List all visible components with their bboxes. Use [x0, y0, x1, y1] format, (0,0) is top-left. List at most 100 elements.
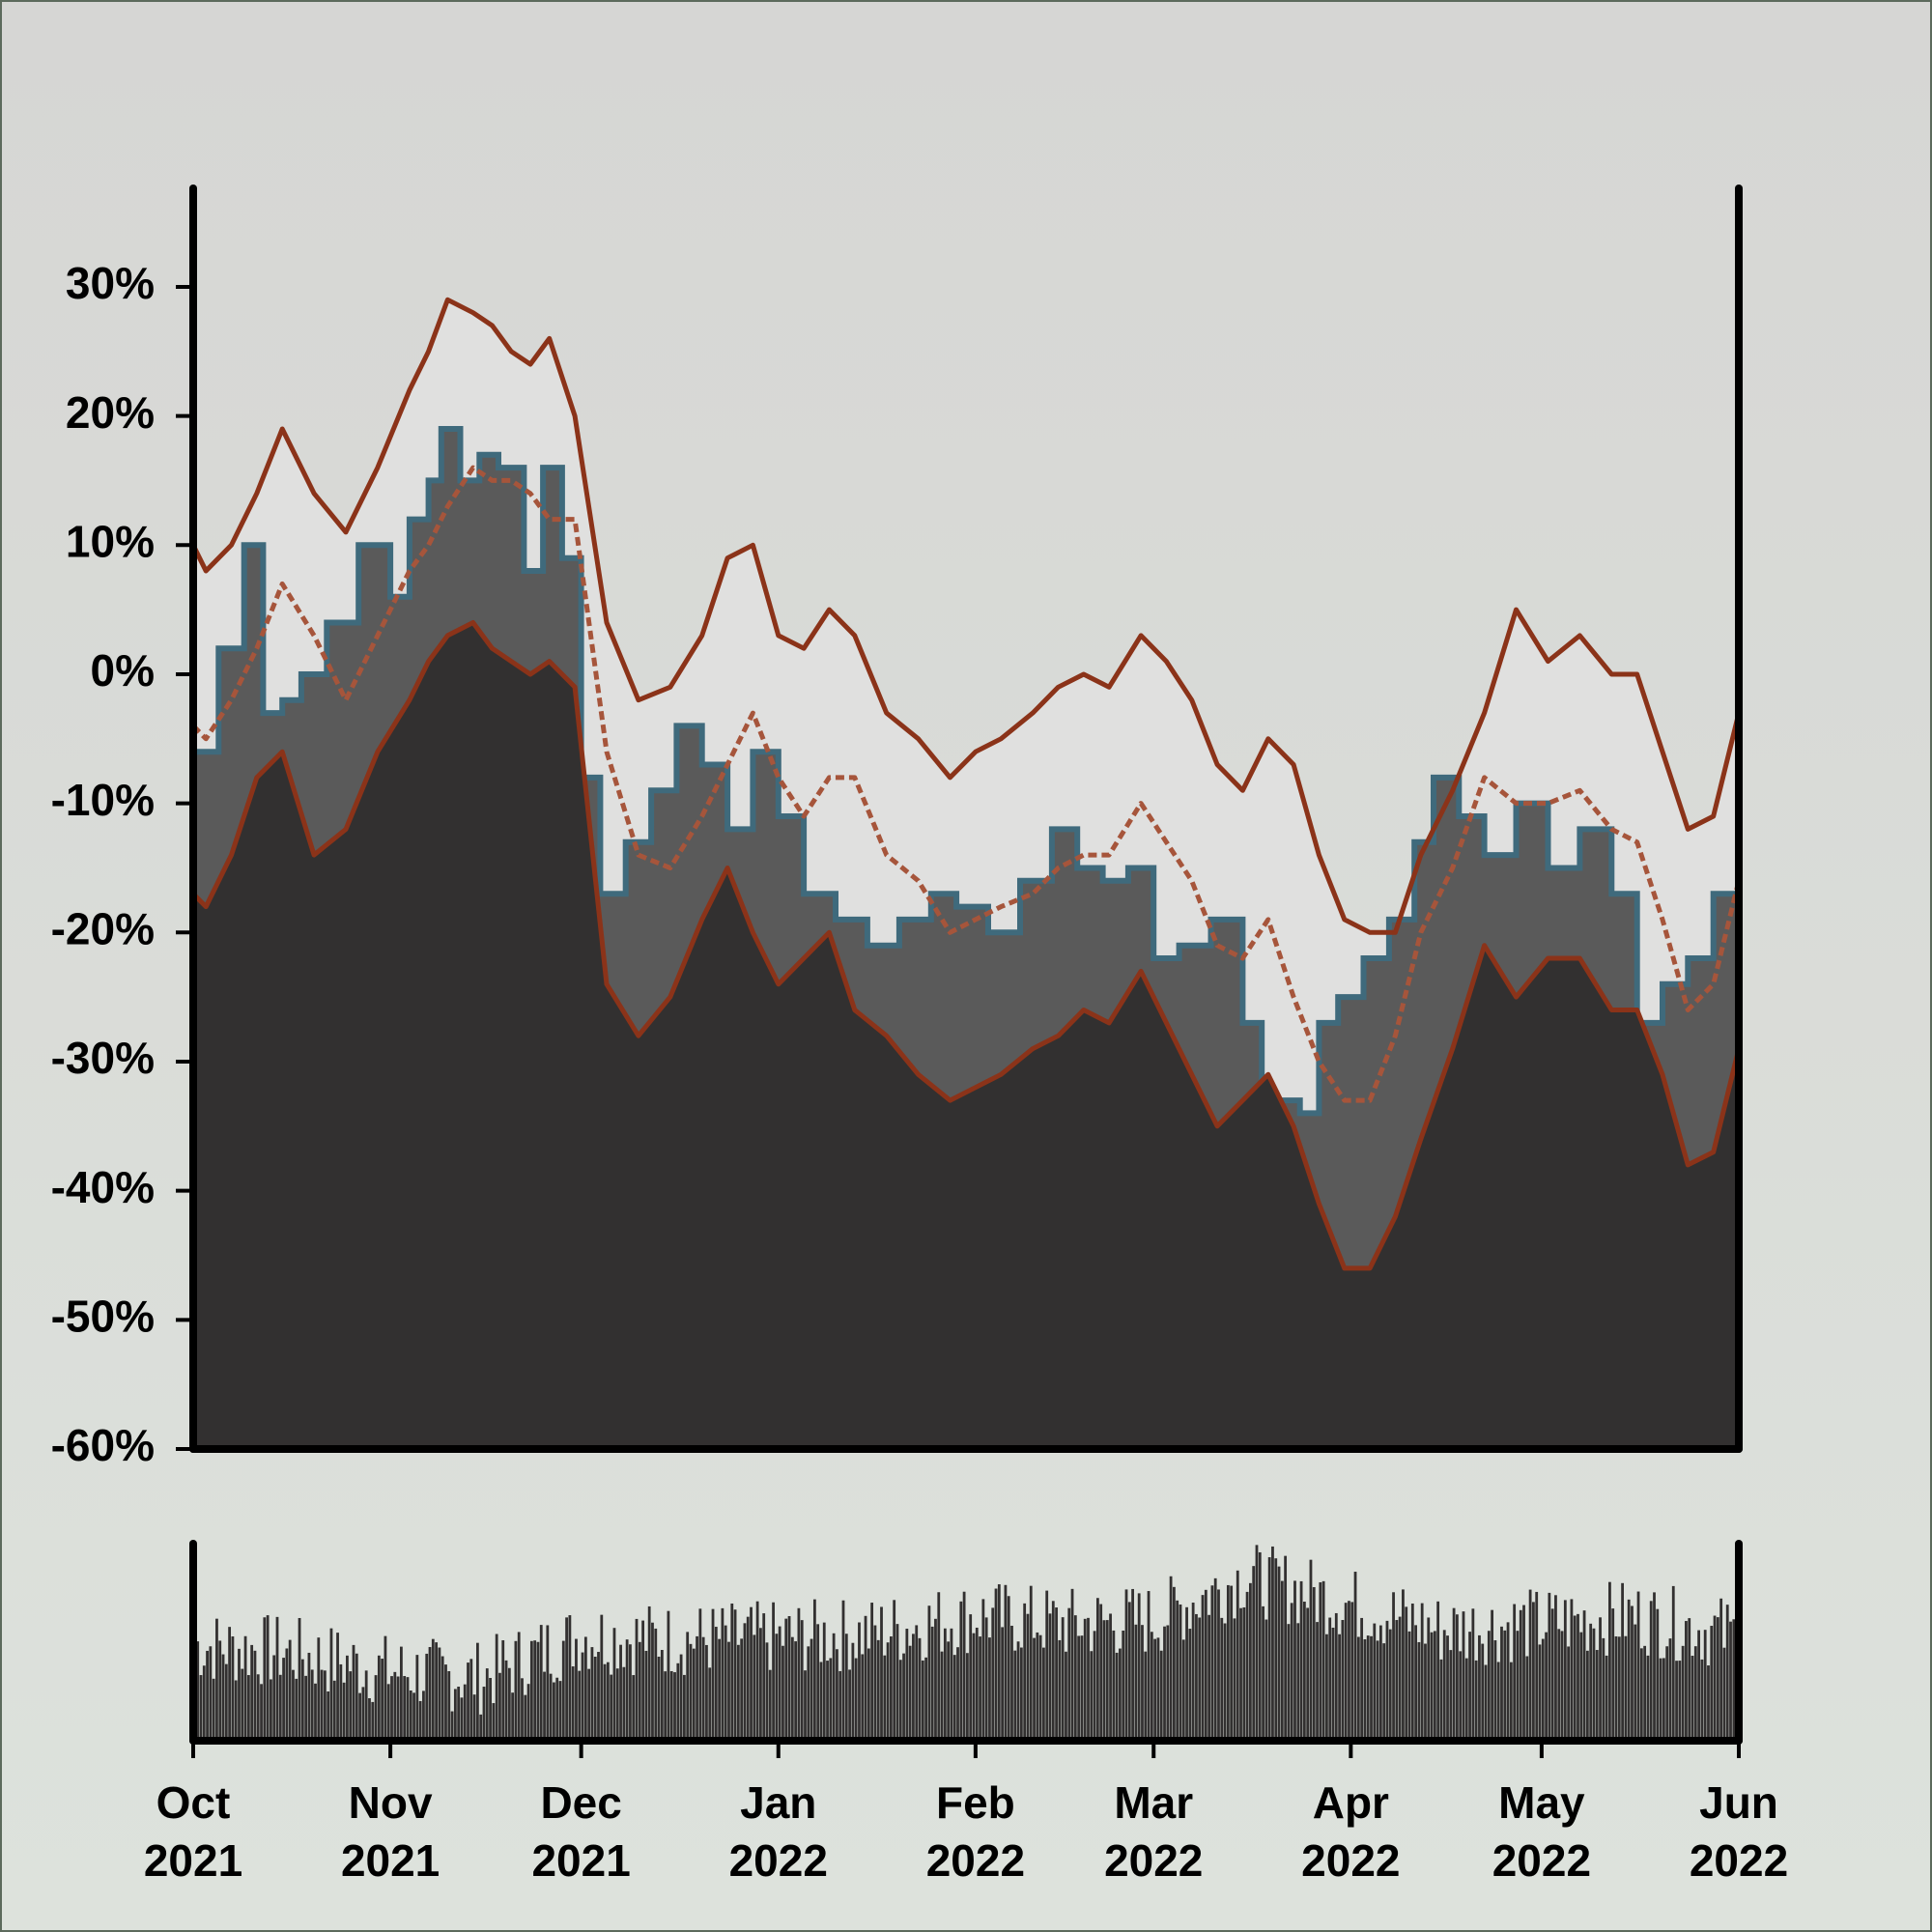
- volume-bar: [1634, 1624, 1637, 1739]
- volume-bar: [755, 1601, 759, 1739]
- volume-bar: [947, 1641, 951, 1739]
- volume-bar: [743, 1623, 747, 1739]
- volume-bar: [721, 1607, 724, 1739]
- volume-bar: [981, 1599, 985, 1739]
- volume-bar: [501, 1640, 505, 1739]
- volume-bar: [889, 1636, 893, 1739]
- volume-bar: [218, 1640, 222, 1739]
- volume-bar: [1675, 1661, 1678, 1739]
- volume-bar: [908, 1645, 912, 1739]
- volume-bar: [231, 1636, 235, 1739]
- upper-band-line: [193, 297, 1739, 935]
- price-band-plot: [193, 297, 1739, 1449]
- volume-bar: [638, 1641, 641, 1739]
- volume-bar: [238, 1648, 241, 1739]
- volume-bar: [1013, 1650, 1017, 1739]
- volume-bar: [558, 1681, 562, 1739]
- volume-bar: [1131, 1588, 1134, 1739]
- volume-bar: [1042, 1647, 1045, 1739]
- volume-bar: [1102, 1620, 1106, 1739]
- volume-bar: [511, 1692, 515, 1739]
- volume-bar: [1398, 1616, 1402, 1739]
- volume-bar: [1456, 1614, 1459, 1739]
- volume-bar: [386, 1684, 390, 1739]
- volume-bar: [883, 1655, 887, 1739]
- volume-bar: [784, 1618, 788, 1739]
- volume-bar: [435, 1642, 439, 1739]
- volume-bar: [1697, 1630, 1700, 1739]
- volume-bar: [905, 1629, 909, 1739]
- volume-bar: [1693, 1646, 1697, 1739]
- volume-bar: [854, 1658, 858, 1739]
- volume-bar: [587, 1668, 591, 1739]
- volume-bar: [228, 1627, 232, 1739]
- volume-bar: [959, 1601, 963, 1739]
- volume-bar: [597, 1652, 600, 1739]
- volume-bar: [1577, 1613, 1579, 1739]
- volume-bar: [1420, 1603, 1424, 1739]
- volume-bar: [1464, 1658, 1468, 1739]
- volume-bar: [625, 1639, 629, 1739]
- volume-bar: [1395, 1620, 1399, 1739]
- volume-bar: [243, 1635, 247, 1739]
- volume-bar: [1001, 1627, 1005, 1739]
- volume-bar: [1090, 1651, 1094, 1739]
- y-tick-label: -10%: [51, 775, 155, 825]
- volume-bar: [467, 1662, 469, 1739]
- volume-bar: [927, 1605, 931, 1739]
- volume-bar: [342, 1682, 346, 1739]
- volume-bar: [1302, 1602, 1306, 1739]
- volume-bar: [746, 1616, 750, 1739]
- volume-bar: [1258, 1551, 1262, 1739]
- volume-bar: [1210, 1585, 1214, 1739]
- volume-bar: [647, 1605, 651, 1739]
- volume-bar: [1722, 1647, 1726, 1739]
- volume-bar: [1338, 1634, 1341, 1739]
- volume-bar: [266, 1615, 270, 1739]
- volume-bar: [561, 1640, 565, 1739]
- volume-bar: [1639, 1648, 1643, 1739]
- volume-bar: [979, 1636, 981, 1739]
- volume-bar: [1226, 1584, 1230, 1739]
- volume-bar: [1319, 1582, 1322, 1739]
- volume-bar: [349, 1671, 353, 1739]
- volume-bar: [368, 1698, 371, 1739]
- volume-bar: [1538, 1644, 1542, 1739]
- volume-bar: [583, 1636, 587, 1739]
- x-tick-month: Jun: [1699, 1777, 1778, 1828]
- volume-bar: [422, 1690, 425, 1739]
- volume-bar: [1058, 1639, 1062, 1739]
- volume-bar: [415, 1655, 419, 1739]
- volume-bar: [438, 1647, 441, 1739]
- volume-bar: [1681, 1645, 1685, 1739]
- volume-bar: [1405, 1606, 1408, 1739]
- volume-bar: [975, 1627, 979, 1739]
- main-axes: [189, 185, 1743, 1453]
- volume-bar: [794, 1641, 798, 1739]
- volume-bar: [1077, 1635, 1081, 1739]
- x-tick-year: 2021: [341, 1835, 440, 1886]
- volume-bar: [867, 1648, 870, 1739]
- volume-bar: [1659, 1658, 1662, 1739]
- volume-bar: [1649, 1601, 1653, 1739]
- volume-bar: [1388, 1629, 1392, 1739]
- volume-bar: [1516, 1631, 1520, 1739]
- volume-bar: [329, 1628, 333, 1739]
- volume-bar: [753, 1634, 756, 1739]
- volume-bar: [705, 1644, 708, 1739]
- volume-bar: [295, 1678, 298, 1739]
- volume-bar: [409, 1690, 412, 1739]
- volume-bar: [1599, 1617, 1602, 1739]
- volume-bar: [898, 1660, 902, 1739]
- volume-bar: [514, 1640, 518, 1739]
- volume-bar: [1217, 1589, 1220, 1739]
- volume-bar: [800, 1620, 804, 1739]
- volume-bar: [692, 1648, 696, 1739]
- volume-bar: [1643, 1645, 1647, 1739]
- volume-bar: [275, 1616, 279, 1739]
- volume-bar: [323, 1670, 327, 1739]
- volume-bar: [1290, 1603, 1293, 1739]
- volume-bar: [1208, 1614, 1211, 1739]
- volume-bar: [1503, 1630, 1507, 1739]
